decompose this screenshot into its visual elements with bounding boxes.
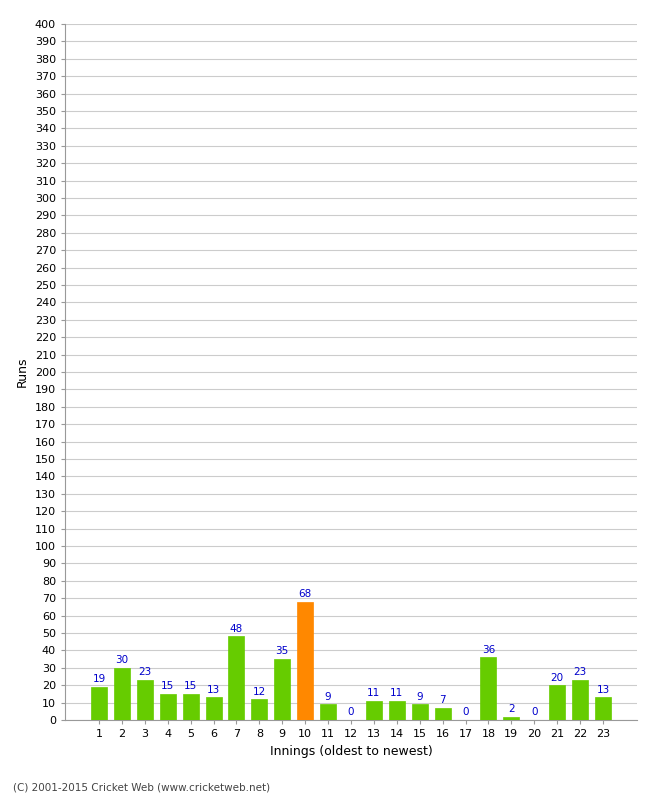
Text: 30: 30 [115, 655, 129, 665]
Bar [435, 708, 450, 720]
Text: 9: 9 [325, 692, 332, 702]
Text: 20: 20 [551, 673, 564, 682]
Text: 48: 48 [230, 624, 243, 634]
Text: 2: 2 [508, 704, 515, 714]
Text: 0: 0 [531, 707, 538, 718]
Bar [274, 659, 291, 720]
Text: 19: 19 [92, 674, 106, 684]
Text: 23: 23 [138, 667, 151, 678]
Bar [136, 680, 153, 720]
Text: 0: 0 [462, 707, 469, 718]
Bar [572, 680, 588, 720]
Bar [411, 704, 428, 720]
Text: 0: 0 [348, 707, 354, 718]
Bar [160, 694, 176, 720]
Text: 15: 15 [184, 682, 197, 691]
Text: 15: 15 [161, 682, 174, 691]
Bar [480, 658, 497, 720]
Bar [366, 701, 382, 720]
Y-axis label: Runs: Runs [16, 357, 29, 387]
Text: 35: 35 [276, 646, 289, 657]
Bar [91, 687, 107, 720]
Text: 7: 7 [439, 695, 446, 706]
Bar [183, 694, 199, 720]
Bar [549, 685, 566, 720]
X-axis label: Innings (oldest to newest): Innings (oldest to newest) [270, 745, 432, 758]
Text: 9: 9 [417, 692, 423, 702]
Bar [320, 704, 336, 720]
Text: 13: 13 [596, 685, 610, 694]
Bar [297, 602, 313, 720]
Bar [228, 637, 244, 720]
Text: 36: 36 [482, 645, 495, 654]
Text: 13: 13 [207, 685, 220, 694]
Text: 11: 11 [367, 688, 380, 698]
Bar [503, 717, 519, 720]
Bar [252, 699, 267, 720]
Text: 23: 23 [573, 667, 587, 678]
Text: (C) 2001-2015 Cricket Web (www.cricketweb.net): (C) 2001-2015 Cricket Web (www.cricketwe… [13, 782, 270, 792]
Bar [205, 698, 222, 720]
Bar [389, 701, 405, 720]
Text: 68: 68 [298, 589, 312, 599]
Text: 12: 12 [253, 686, 266, 697]
Bar [595, 698, 611, 720]
Text: 11: 11 [390, 688, 404, 698]
Bar [114, 668, 130, 720]
